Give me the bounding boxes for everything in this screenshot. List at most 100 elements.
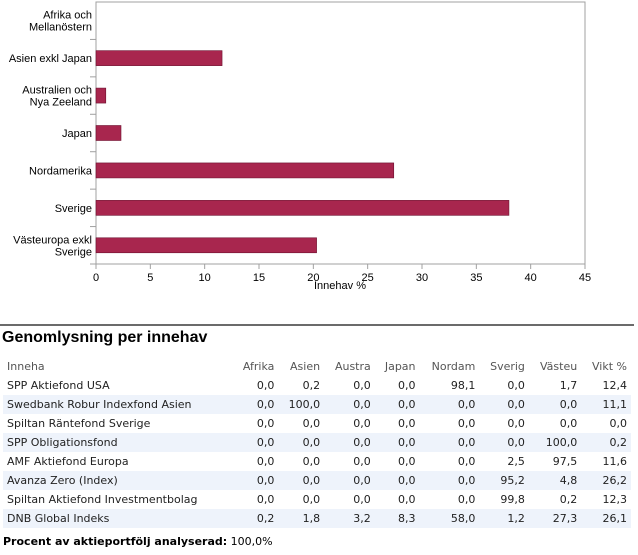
x-tick-label: 0: [93, 272, 99, 284]
x-tick-label: 45: [579, 272, 591, 284]
column-header-nordam[interactable]: Nordam: [431, 360, 476, 373]
category-label-v-steuropa-exkl-sverige-line1: Västeuropa exkl: [13, 234, 92, 246]
column-header-asien[interactable]: Asien: [290, 360, 321, 373]
value-cell: 0,0: [324, 471, 375, 490]
value-cell: 100,0: [278, 395, 325, 414]
value-cell: 0,0: [256, 493, 275, 506]
column-header-v-steu[interactable]: Västeu: [540, 360, 578, 373]
value-cell: 0,0: [256, 379, 275, 392]
value-cell: 0,0: [457, 493, 476, 506]
value-cell: 0,0: [256, 455, 275, 468]
value-cell: 0,0: [479, 395, 529, 414]
bar-australien-och-nya-zeeland: [95, 87, 107, 104]
value-cell: 0,0: [232, 433, 279, 452]
value-cell: 12,3: [602, 493, 628, 506]
value-cell: 12,4: [602, 379, 628, 392]
value-cell: 4,8: [528, 471, 582, 490]
category-label-nordamerika: Nordamerika: [29, 165, 93, 177]
value-cell: 11,1: [581, 395, 631, 414]
category-label-asien-exkl-japan: Asien exkl Japan: [9, 53, 92, 65]
table-row: SPP Aktiefond USA 0,0 0,2 0,0 0,0 98,1 0,0 1,7 1…: [3, 376, 631, 395]
value-cell: 0,0: [353, 493, 371, 506]
category-label-sverige: Sverige: [55, 203, 92, 215]
fund-name-cell: SPP Obligationsfond: [3, 433, 233, 452]
value-cell: 0,0: [374, 395, 420, 414]
fund-name-cell: Spiltan Räntefond Sverige: [7, 417, 151, 430]
column-header-inneha[interactable]: Inneha: [7, 360, 45, 373]
table-row: AMF Aktiefond Europa 0,0 0,0 0,0 0,0 0,0 2,5 97…: [3, 452, 631, 471]
value-cell: 100,0: [528, 433, 582, 452]
x-tick-label: 25: [362, 272, 374, 284]
value-cell: 0,0: [398, 493, 416, 506]
section-divider: [0, 324, 634, 326]
value-cell: 0,0: [528, 395, 582, 414]
value-cell: 0,0: [302, 493, 321, 506]
fund-name-cell: Spiltan Aktiefond Investmentbolag: [7, 493, 198, 506]
value-cell: 0,0: [324, 433, 375, 452]
category-label-afrika-och-mellan-stern-line2: Mellanöstern: [29, 22, 92, 34]
column-header-afrika[interactable]: Afrika: [242, 360, 275, 373]
value-cell: 8,3: [374, 509, 420, 528]
column-header-vikt-[interactable]: Vikt %: [592, 360, 627, 373]
bar-sverige: [95, 200, 510, 216]
value-cell: 11,6: [602, 455, 628, 468]
holdings-table: Inneha Afrika Asien Austra Japan Nordam Sverig…: [3, 357, 631, 528]
table-row: Spiltan Aktiefond Investmentbolag 0,0 0,0 0…: [3, 490, 631, 509]
table-row: Swedbank Robur Indexfond Asien 0,0 100,0 0,…: [3, 395, 631, 414]
x-tick-label: 20: [307, 272, 319, 284]
table-row: SPP Obligationsfond 0,0 0,0 0,0 0,0 0,0 0,0 100…: [3, 433, 631, 452]
category-label-australien-och-nya-zeeland-line2: Nya Zeeland: [30, 97, 92, 109]
plot-area: [95, 1, 586, 265]
table-header-row: Inneha Afrika Asien Austra Japan Nordam Sverig…: [3, 357, 631, 376]
value-cell: 0,0: [374, 471, 420, 490]
value-cell: 0,0: [324, 395, 375, 414]
column-header-japan[interactable]: Japan: [384, 360, 416, 373]
value-cell: 0,0: [232, 395, 279, 414]
x-tick-label: 35: [470, 272, 482, 284]
value-cell: 0,2: [302, 379, 321, 392]
category-label-afrika-och-mellan-stern-line1: Afrika och: [43, 10, 92, 22]
value-cell: 1,7: [559, 379, 578, 392]
value-cell: 1,2: [479, 509, 529, 528]
value-cell: 0,0: [302, 417, 321, 430]
value-cell: 0,0: [559, 417, 578, 430]
value-cell: 3,2: [324, 509, 375, 528]
value-cell: 0,0: [419, 471, 480, 490]
bar-asien-exkl-japan: [95, 50, 223, 66]
value-cell: 0,0: [374, 433, 420, 452]
value-cell: 0,2: [559, 493, 578, 506]
fund-name-cell: Swedbank Robur Indexfond Asien: [3, 395, 233, 414]
value-cell: 26,2: [581, 471, 631, 490]
value-cell: 0,0: [278, 471, 325, 490]
x-tick-label: 30: [416, 272, 428, 284]
value-cell: 26,1: [581, 509, 631, 528]
table-row: DNB Global Indeks 0,2 1,8 3,2 8,3 58,0 1,2 27,3…: [3, 509, 631, 528]
bar-v-steuropa-exkl-sverige: [95, 237, 317, 254]
value-cell: 0,2: [232, 509, 279, 528]
category-label-australien-och-nya-zeeland-line1: Australien och: [22, 85, 92, 97]
value-cell: 2,5: [507, 455, 525, 468]
value-cell: 0,0: [398, 379, 416, 392]
value-cell: 0,0: [302, 455, 321, 468]
value-cell: 0,0: [609, 417, 628, 430]
x-tick-label: 15: [253, 272, 265, 284]
table-row: Spiltan Räntefond Sverige 0,0 0,0 0,0 0,0 0,0…: [3, 414, 631, 433]
value-cell: 0,0: [353, 455, 371, 468]
value-cell: 0,0: [419, 395, 480, 414]
column-header-sverig[interactable]: Sverig: [490, 360, 525, 373]
value-cell: 99,8: [500, 493, 525, 506]
fund-name-cell: Avanza Zero (Index): [3, 471, 233, 490]
column-header-austra[interactable]: Austra: [334, 360, 371, 373]
x-tick-label: 10: [199, 272, 211, 284]
value-cell: 0,2: [581, 433, 631, 452]
value-cell: 0,0: [256, 417, 275, 430]
value-cell: 27,3: [528, 509, 582, 528]
value-cell: 0,0: [398, 455, 416, 468]
value-cell: 0,0: [419, 433, 480, 452]
table-row: Avanza Zero (Index) 0,0 0,0 0,0 0,0 0,0 95,2 4,…: [3, 471, 631, 490]
footer-label: Procent av aktieportfölj analyserad:: [3, 535, 228, 548]
value-cell: 0,0: [278, 433, 325, 452]
value-cell: 0,0: [457, 417, 476, 430]
x-tick-label: 40: [525, 272, 537, 284]
